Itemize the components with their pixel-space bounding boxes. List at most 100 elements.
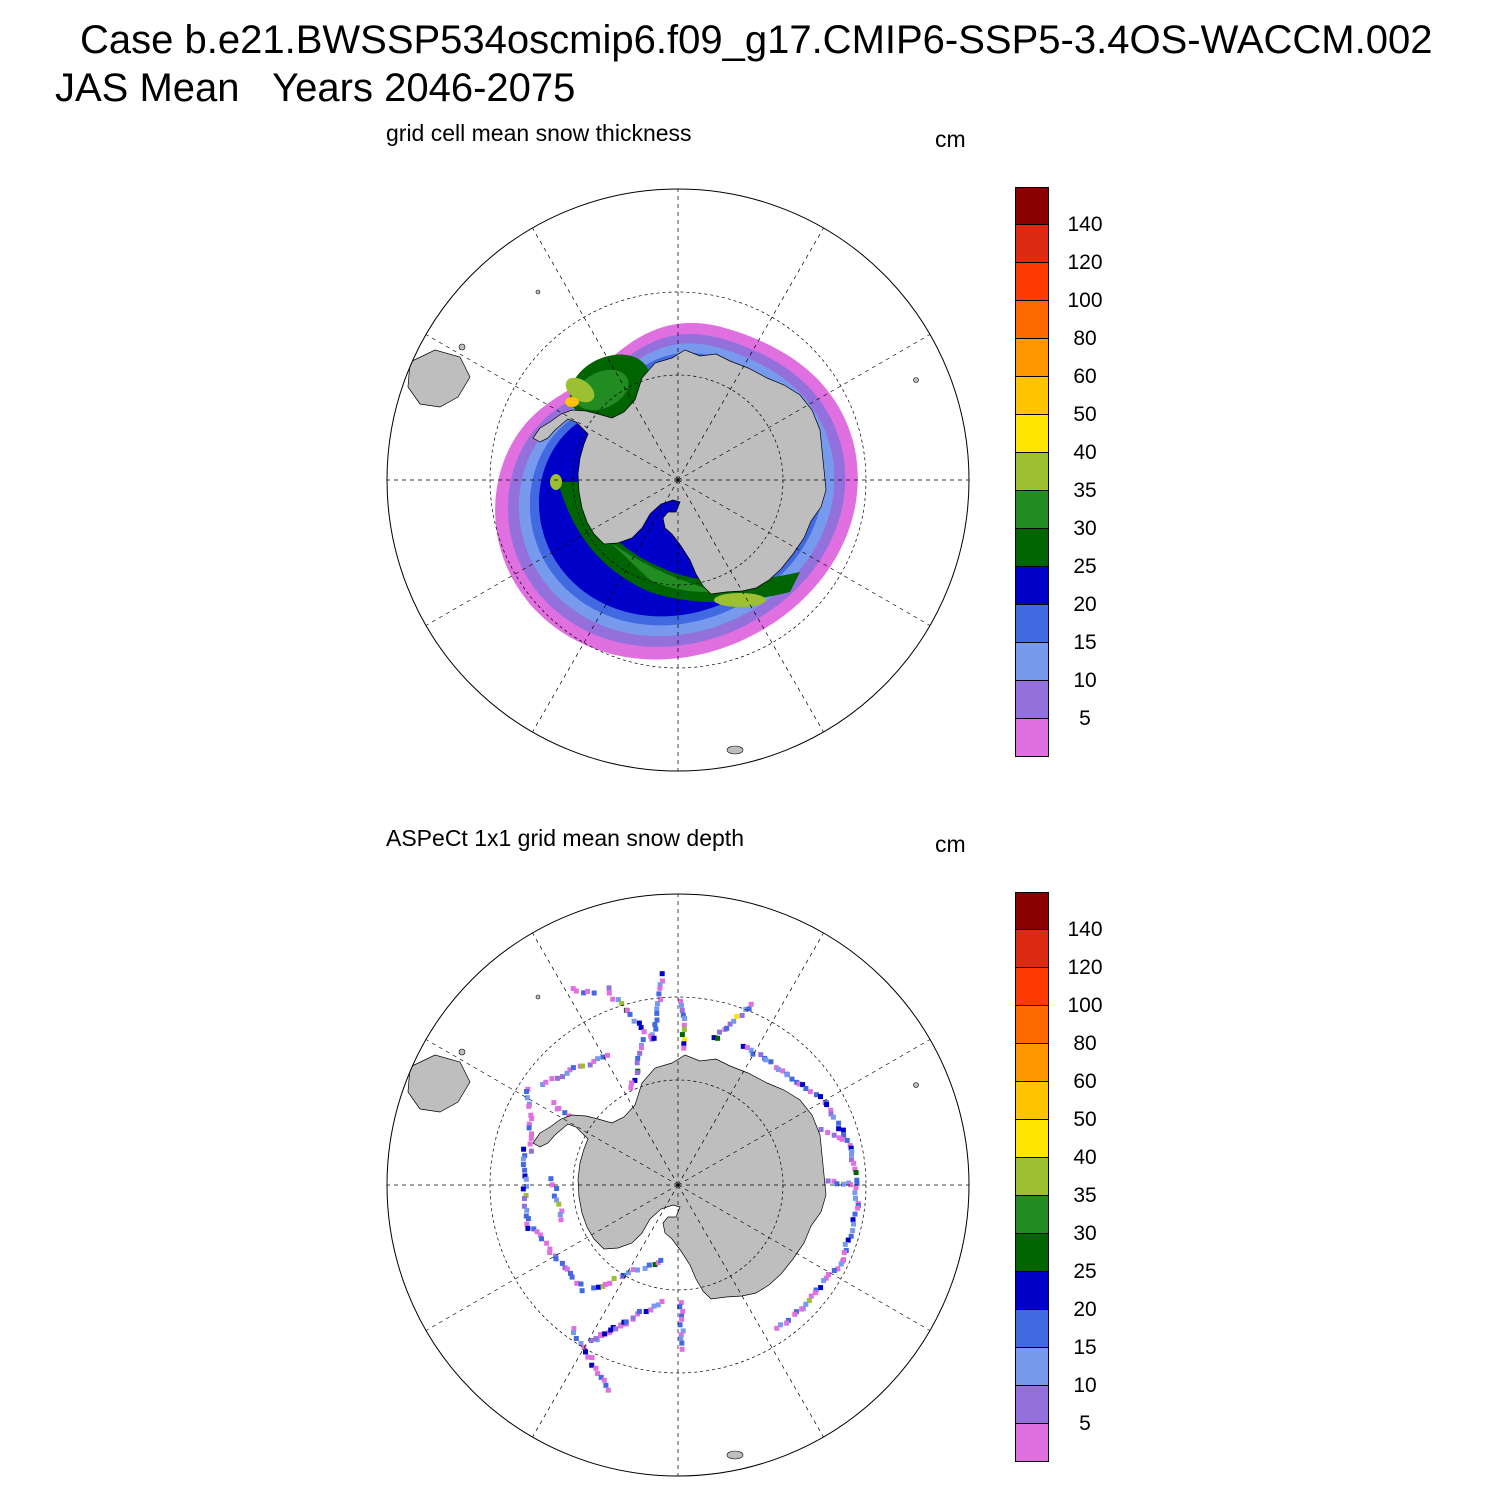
- obs-cell: [835, 1266, 841, 1272]
- obs-cell: [549, 1182, 555, 1188]
- obs-cell: [842, 1241, 848, 1247]
- obs-cell: [659, 971, 665, 977]
- colorbar-swatch: [1015, 453, 1049, 491]
- obs-cell: [845, 1237, 851, 1243]
- obs-cell: [849, 1157, 854, 1163]
- obs-cell: [848, 1145, 854, 1151]
- obs-cell: [521, 1203, 527, 1209]
- meridian-line: [425, 334, 679, 481]
- obs-cell: [528, 1112, 534, 1118]
- island-south-georgia: [535, 289, 541, 295]
- obs-cell: [852, 1190, 858, 1196]
- obs-cell: [746, 1006, 752, 1012]
- obs-cell: [564, 1070, 570, 1076]
- obs-cell: [840, 1127, 846, 1133]
- obs-cell: [522, 1196, 527, 1201]
- obs-cell: [677, 1322, 683, 1328]
- obs-cell: [681, 1026, 687, 1032]
- colorbar-swatch: [1015, 1272, 1049, 1310]
- colorbar-swatch: [1015, 567, 1049, 605]
- obs-cell: [847, 1143, 853, 1149]
- colorbar-tick-label: 50: [1073, 1108, 1097, 1131]
- obs-cell: [799, 1306, 805, 1312]
- colorbar-tick-label: 20: [1073, 1298, 1097, 1321]
- obs-cell: [596, 1284, 601, 1290]
- obs-cell: [680, 1328, 686, 1334]
- obs-cell: [824, 1102, 830, 1108]
- obs-cell: [793, 1309, 799, 1315]
- colorbar-swatch: [1015, 605, 1049, 643]
- obs-cell: [524, 1221, 530, 1227]
- obs-cell: [711, 1035, 717, 1041]
- obs-cell: [527, 1141, 533, 1147]
- obs-cell: [796, 1081, 802, 1087]
- obs-cell: [643, 1309, 649, 1314]
- obs-cell: [628, 1085, 634, 1091]
- obs-cell: [655, 1001, 660, 1007]
- obs-cell: [611, 1276, 617, 1281]
- panel-2-title: ASPeCt 1x1 grid mean snow depth: [386, 825, 744, 851]
- obs-cell: [640, 1037, 646, 1043]
- obs-cell: [635, 1055, 641, 1061]
- colorbar-tick-label: 5: [1079, 707, 1091, 730]
- obs-cell: [525, 1216, 531, 1222]
- obs-cell: [678, 1332, 684, 1338]
- obs-cell: [581, 990, 587, 996]
- obs-cell: [826, 1272, 831, 1277]
- obs-cell: [591, 1058, 597, 1064]
- colorbar-tick-label: 120: [1067, 956, 1103, 979]
- obs-cell: [578, 1281, 584, 1287]
- obs-cell: [831, 1132, 837, 1138]
- antarctica-landmass: [532, 1054, 827, 1300]
- obs-cell: [830, 1114, 836, 1120]
- obs-cell: [748, 1047, 754, 1053]
- obs-cell: [731, 1018, 737, 1024]
- colorbar-tick-label: 100: [1067, 994, 1103, 1017]
- obs-cell: [679, 1340, 685, 1346]
- colorbar-tick-label: 40: [1073, 441, 1097, 464]
- meridian-line: [532, 479, 679, 733]
- obs-cell: [523, 1213, 529, 1219]
- obs-cell: [587, 1062, 593, 1068]
- map-boundary-circle: [386, 893, 970, 1477]
- colorbar-tick-label: 140: [1067, 918, 1103, 941]
- obs-cell: [520, 1186, 526, 1192]
- meridian-line: [677, 227, 824, 481]
- obs-cell: [638, 1025, 644, 1030]
- obs-cell: [678, 1335, 684, 1341]
- colorbar-swatch: [1015, 529, 1049, 567]
- snow-patch-ross-dark-green: [558, 482, 800, 602]
- colorbar-swatch: [1015, 1120, 1049, 1158]
- island-south-georgia: [535, 994, 541, 1000]
- obs-cell: [522, 1173, 528, 1179]
- obs-cell: [679, 1313, 684, 1319]
- obs-cell: [748, 1001, 754, 1007]
- obs-cell: [631, 1018, 637, 1024]
- obs-cell: [750, 1051, 756, 1057]
- obs-cell: [849, 1149, 855, 1154]
- colorbar-tick-label: 10: [1073, 669, 1097, 692]
- meridian-line: [677, 932, 824, 1186]
- obs-cell: [836, 1135, 842, 1141]
- obs-cell: [608, 1327, 614, 1333]
- obs-cell: [523, 1193, 529, 1198]
- obs-cell: [553, 1253, 559, 1259]
- obs-cell: [543, 1079, 549, 1085]
- obs-cell: [522, 1153, 528, 1159]
- obs-cell: [625, 1270, 631, 1276]
- obs-cell: [528, 1148, 534, 1154]
- obs-cell: [606, 1330, 612, 1336]
- polar-map-model: [386, 188, 970, 772]
- obs-cell: [598, 1332, 603, 1338]
- obs-cell: [679, 1346, 685, 1352]
- colorbar-tick-label: 80: [1073, 327, 1097, 350]
- colorbar-swatch: [1015, 719, 1049, 757]
- obs-cell: [524, 1095, 530, 1101]
- obs-cell: [825, 1130, 831, 1135]
- obs-cell: [744, 1045, 750, 1050]
- colorbar-swatch: [1015, 1196, 1049, 1234]
- panel-1-unit: cm: [935, 126, 966, 152]
- obs-cell: [569, 1274, 575, 1280]
- colorbar-swatch: [1015, 225, 1049, 263]
- obs-cell: [635, 1267, 640, 1273]
